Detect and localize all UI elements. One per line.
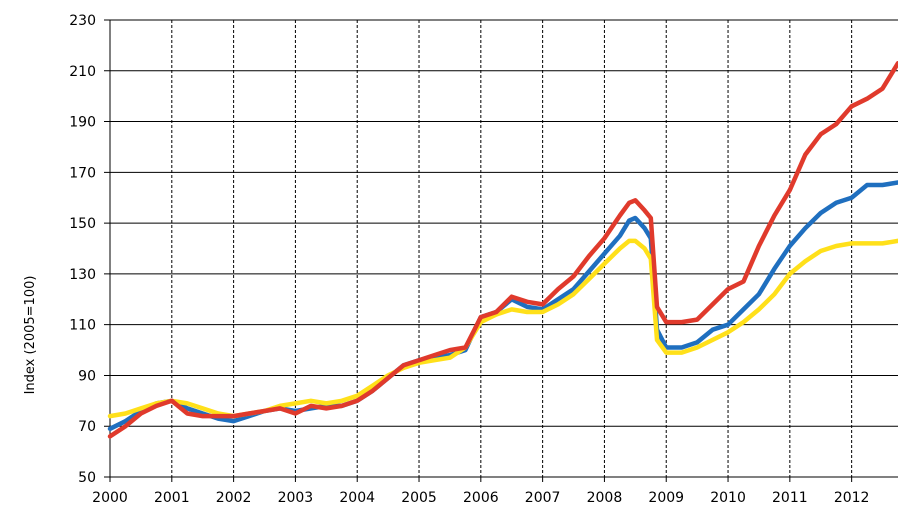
x-tick-label: 2005 — [401, 490, 437, 506]
x-tick-label: 2010 — [710, 490, 746, 506]
y-axis-title: Index (2005=100) — [23, 276, 38, 395]
y-tick-label: 130 — [69, 267, 96, 283]
y-tick-label: 90 — [78, 368, 96, 384]
axes — [109, 20, 898, 478]
y-tick-label: 210 — [69, 64, 96, 80]
x-tick-label: 2008 — [587, 490, 623, 506]
y-tick-label: 190 — [69, 115, 96, 131]
horizontal-gridlines — [104, 19, 898, 478]
x-tick-label: 2001 — [154, 490, 190, 506]
series-line-3 — [107, 60, 898, 439]
y-tick-label: 230 — [69, 13, 96, 29]
x-tick-label: 2012 — [834, 490, 870, 506]
plot-area-background — [110, 20, 898, 477]
x-tick-label: 2009 — [648, 490, 684, 506]
y-tick-labels: 50 70 90 110 130 150 170 190 210 230 — [69, 13, 96, 486]
y-tick-label: 150 — [69, 216, 96, 232]
series-lines — [107, 60, 898, 439]
x-tick-label: 2003 — [278, 490, 314, 506]
x-tick-label: 2007 — [525, 490, 561, 506]
y-tick-label: 70 — [78, 419, 96, 435]
x-tick-label: 2002 — [216, 490, 252, 506]
x-tick-label: 2006 — [463, 490, 499, 506]
x-tick-label: 2004 — [339, 490, 375, 506]
series-line-1 — [107, 180, 898, 432]
y-tick-label: 170 — [69, 165, 96, 181]
x-tick-label: 2000 — [92, 490, 128, 506]
x-tick-label: 2011 — [772, 490, 808, 506]
y-tick-label: 110 — [69, 318, 96, 334]
y-tick-label: 50 — [78, 470, 96, 486]
x-tick-labels: 2000 2001 2002 2003 2004 2005 2006 2007 2008 2009… — [92, 490, 869, 506]
